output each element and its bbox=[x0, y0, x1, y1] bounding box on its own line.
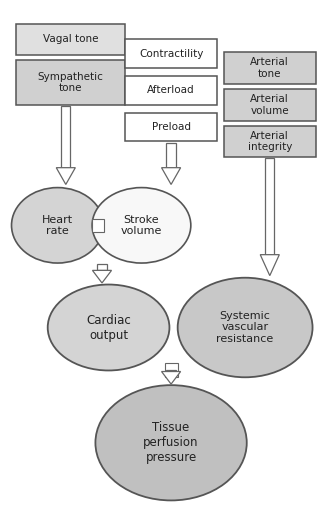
FancyBboxPatch shape bbox=[224, 89, 316, 121]
FancyBboxPatch shape bbox=[224, 52, 316, 84]
Polygon shape bbox=[92, 270, 112, 283]
Text: Sympathetic
tone: Sympathetic tone bbox=[38, 72, 104, 93]
Text: Heart
rate: Heart rate bbox=[42, 214, 73, 236]
FancyBboxPatch shape bbox=[125, 76, 217, 105]
FancyBboxPatch shape bbox=[16, 60, 125, 105]
Text: Arterial
volume: Arterial volume bbox=[250, 94, 289, 116]
Polygon shape bbox=[164, 363, 178, 377]
Polygon shape bbox=[162, 372, 181, 384]
Polygon shape bbox=[166, 370, 176, 372]
FancyBboxPatch shape bbox=[125, 39, 217, 68]
Text: Vagal tone: Vagal tone bbox=[43, 34, 98, 45]
Ellipse shape bbox=[48, 285, 169, 370]
Polygon shape bbox=[92, 219, 104, 232]
Polygon shape bbox=[162, 168, 181, 184]
Ellipse shape bbox=[178, 278, 313, 377]
Text: Arterial
tone: Arterial tone bbox=[250, 57, 289, 79]
Polygon shape bbox=[97, 264, 107, 270]
Polygon shape bbox=[260, 255, 279, 276]
Polygon shape bbox=[166, 143, 176, 168]
Text: Contractility: Contractility bbox=[139, 49, 203, 59]
Polygon shape bbox=[265, 158, 274, 255]
Polygon shape bbox=[61, 106, 70, 168]
FancyBboxPatch shape bbox=[224, 126, 316, 157]
Text: Afterload: Afterload bbox=[147, 85, 195, 95]
Text: Cardiac
output: Cardiac output bbox=[86, 313, 131, 342]
Text: Systemic
vascular
resistance: Systemic vascular resistance bbox=[216, 311, 274, 344]
Ellipse shape bbox=[92, 188, 191, 263]
Text: Tissue
perfusion
pressure: Tissue perfusion pressure bbox=[143, 421, 199, 464]
Text: Stroke
volume: Stroke volume bbox=[121, 214, 162, 236]
FancyBboxPatch shape bbox=[16, 24, 125, 55]
Polygon shape bbox=[56, 168, 75, 184]
FancyBboxPatch shape bbox=[125, 113, 217, 141]
Ellipse shape bbox=[12, 188, 104, 263]
Text: Arterial
integrity: Arterial integrity bbox=[248, 130, 292, 152]
Text: Preload: Preload bbox=[152, 122, 190, 132]
Ellipse shape bbox=[95, 385, 247, 500]
